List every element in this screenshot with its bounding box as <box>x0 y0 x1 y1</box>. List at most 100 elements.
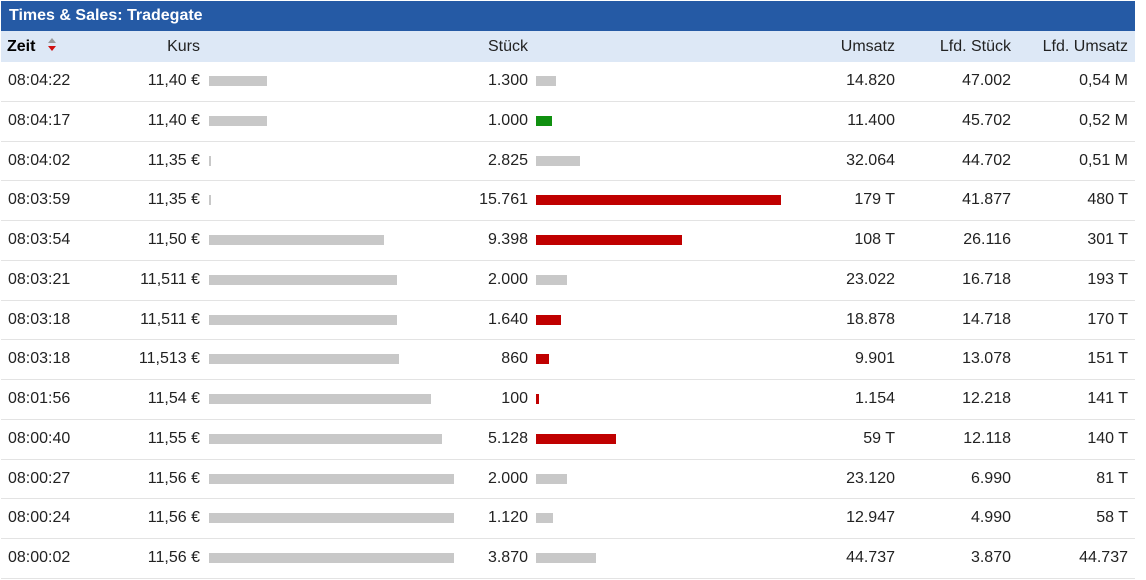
stueck-bar <box>536 433 616 444</box>
table-row: 08:04:22 11,40 € 1.300 14.820 47.002 0,54 M <box>1 62 1135 102</box>
stueck-bar <box>536 473 567 484</box>
cell-umsatz: 1.154 <box>854 390 895 407</box>
stueck-bar <box>536 76 556 86</box>
table-row: 08:01:56 11,54 € 100 1.154 12.218 141 T <box>1 380 1135 420</box>
cell-umsatz: 11.400 <box>847 111 895 129</box>
cell-stueck: 2.825 <box>487 151 528 169</box>
cell-zeit: 08:03:21 <box>8 270 71 288</box>
cell-lfd-stueck: 45.702 <box>962 111 1011 129</box>
kurs-bar <box>209 394 431 404</box>
stueck-bar <box>536 155 580 166</box>
cell-lfd-stueck: 14.718 <box>962 310 1011 328</box>
cell-lfd-stueck: 16.718 <box>962 270 1011 288</box>
kurs-bar <box>209 314 397 325</box>
kurs-bar <box>209 274 397 285</box>
cell-kurs: 11,511 € <box>140 310 200 328</box>
column-header-zeit[interactable]: Zeit <box>7 31 56 62</box>
cell-umsatz: 23.120 <box>846 469 895 487</box>
column-header-umsatz[interactable]: Umsatz <box>840 38 895 55</box>
table-row: 08:04:02 11,35 € 2.825 32.064 44.702 0,51 M <box>1 142 1135 182</box>
stueck-bar <box>536 513 553 524</box>
cell-kurs: 11,54 € <box>147 390 200 407</box>
table-row: 08:03:18 11,511 € 1.640 18.878 14.718 170 T <box>1 301 1135 341</box>
cell-lfd-umsatz: 0,52 M <box>1079 111 1128 129</box>
cell-lfd-umsatz: 151 T <box>1087 350 1128 368</box>
cell-kurs: 11,55 € <box>147 429 200 447</box>
column-header-lfd-umsatz[interactable]: Lfd. Umsatz <box>1042 38 1128 55</box>
table-row: 08:03:54 11,50 € 9.398 108 T 26.116 301 T <box>1 221 1135 261</box>
stueck-bar <box>536 394 539 404</box>
cell-lfd-stueck: 44.702 <box>962 151 1011 169</box>
column-header-lfd-stueck[interactable]: Lfd. Stück <box>939 38 1011 55</box>
table-row: 08:00:02 11,56 € 3.870 44.737 3.870 44.737 <box>1 539 1135 579</box>
cell-lfd-umsatz: 81 T <box>1096 469 1128 487</box>
cell-lfd-umsatz: 0,54 M <box>1079 72 1128 89</box>
cell-lfd-stueck: 12.218 <box>962 390 1011 407</box>
cell-umsatz: 179 T <box>854 191 895 209</box>
kurs-bar <box>209 553 454 563</box>
cell-kurs: 11,40 € <box>147 111 200 129</box>
sort-desc-icon[interactable] <box>47 36 57 54</box>
column-header-zeit-label: Zeit <box>7 38 36 55</box>
cell-lfd-umsatz: 193 T <box>1087 270 1128 288</box>
cell-stueck: 1.000 <box>487 111 528 129</box>
stueck-bar <box>536 235 682 245</box>
kurs-bar <box>209 155 211 166</box>
stueck-bar <box>536 314 561 325</box>
cell-stueck: 2.000 <box>487 469 528 487</box>
cell-umsatz: 14.820 <box>846 72 895 89</box>
cell-stueck: 5.128 <box>487 429 528 447</box>
cell-lfd-stueck: 4.990 <box>970 509 1011 527</box>
cell-kurs: 11,511 € <box>140 270 200 288</box>
cell-kurs: 11,513 € <box>138 350 200 368</box>
cell-umsatz: 9.901 <box>854 350 895 368</box>
cell-zeit: 08:01:56 <box>8 390 71 407</box>
cell-kurs: 11,35 € <box>147 191 200 209</box>
cell-umsatz: 44.737 <box>846 549 895 566</box>
kurs-bar <box>209 354 399 365</box>
table-row: 08:03:18 11,513 € 860 9.901 13.078 151 T <box>1 340 1135 380</box>
cell-stueck: 860 <box>501 350 528 368</box>
cell-kurs: 11,56 € <box>147 549 200 566</box>
cell-umsatz: 12.947 <box>846 509 895 527</box>
table-row: 08:00:27 11,56 € 2.000 23.120 6.990 81 T <box>1 460 1135 500</box>
stueck-bar <box>536 115 552 126</box>
kurs-bar <box>209 76 267 86</box>
cell-zeit: 08:04:17 <box>8 111 71 129</box>
cell-zeit: 08:00:40 <box>8 429 71 447</box>
table-row: 08:00:24 11,56 € 1.120 12.947 4.990 58 T <box>1 499 1135 539</box>
cell-stueck: 3.870 <box>487 549 528 566</box>
table-row: 08:03:21 11,511 € 2.000 23.022 16.718 193 T <box>1 261 1135 301</box>
cell-zeit: 08:03:59 <box>8 191 71 209</box>
cell-kurs: 11,35 € <box>147 151 200 169</box>
table-row: 08:00:40 11,55 € 5.128 59 T 12.118 140 T <box>1 420 1135 460</box>
stueck-bar <box>536 274 567 285</box>
kurs-bar <box>209 473 454 484</box>
stueck-bar <box>536 354 549 365</box>
cell-zeit: 08:03:54 <box>8 231 71 248</box>
cell-zeit: 08:00:27 <box>8 469 71 487</box>
cell-lfd-umsatz: 480 T <box>1087 191 1128 209</box>
kurs-bar <box>209 115 267 126</box>
cell-lfd-stueck: 47.002 <box>962 72 1011 89</box>
cell-stueck: 2.000 <box>487 270 528 288</box>
cell-zeit: 08:00:24 <box>8 509 71 527</box>
column-header-kurs[interactable]: Kurs <box>167 38 200 55</box>
panel-title: Times & Sales: Tradegate <box>1 1 1135 31</box>
cell-zeit: 08:03:18 <box>8 310 71 328</box>
cell-zeit: 08:00:02 <box>8 549 71 566</box>
cell-zeit: 08:03:18 <box>8 350 71 368</box>
kurs-bar <box>209 433 442 444</box>
cell-lfd-umsatz: 140 T <box>1087 429 1128 447</box>
cell-lfd-stueck: 41.877 <box>962 191 1011 209</box>
cell-lfd-stueck: 3.870 <box>970 549 1011 566</box>
trades-table-body: 08:04:22 11,40 €1.300 14.820 47.002 0,54 M 08… <box>1 62 1135 579</box>
cell-lfd-stueck: 6.990 <box>970 469 1011 487</box>
cell-umsatz: 108 T <box>854 231 895 248</box>
column-header-stueck[interactable]: Stück <box>487 38 528 55</box>
cell-lfd-umsatz: 301 T <box>1087 231 1128 248</box>
cell-umsatz: 59 T <box>863 429 895 447</box>
cell-lfd-umsatz: 0,51 M <box>1079 151 1128 169</box>
cell-stueck: 1.640 <box>487 310 528 328</box>
cell-stueck: 15.761 <box>479 191 528 209</box>
